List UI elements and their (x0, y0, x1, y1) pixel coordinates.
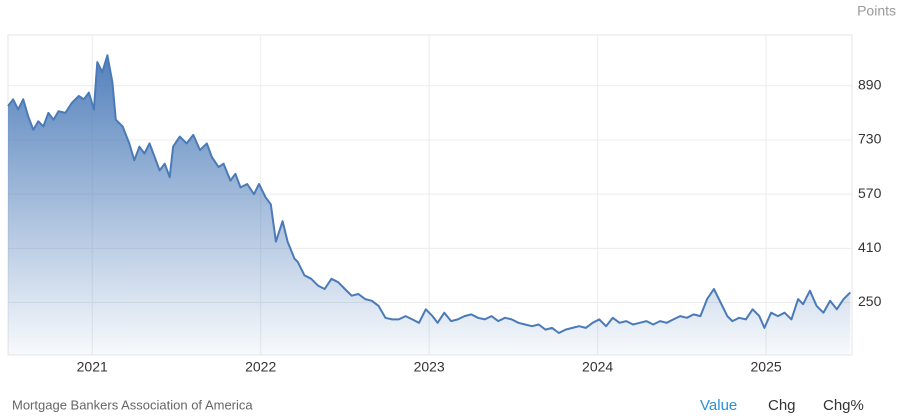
tab-value[interactable]: Value (700, 397, 737, 414)
area-fill (8, 55, 851, 356)
line (7, 54, 852, 334)
tab-chg[interactable]: Chg (768, 397, 796, 414)
tab-chg-pct[interactable]: Chg% (823, 397, 864, 414)
y-tick-label: 730 (858, 131, 882, 147)
x-tick-label: 2025 (751, 359, 782, 375)
y-tick-label: 890 (858, 76, 882, 92)
y-tick-label: 570 (858, 185, 882, 201)
x-tick-label: 2022 (245, 359, 276, 375)
y-tick-label: 410 (858, 239, 882, 255)
unit-label: Points (857, 3, 896, 19)
y-tick-label: 250 (858, 293, 882, 309)
x-tick-label: 2023 (414, 359, 445, 375)
x-tick-label: 2024 (582, 359, 613, 375)
source: Mortgage Bankers Association of America (12, 397, 253, 412)
x-tick-label: 2021 (77, 359, 108, 375)
